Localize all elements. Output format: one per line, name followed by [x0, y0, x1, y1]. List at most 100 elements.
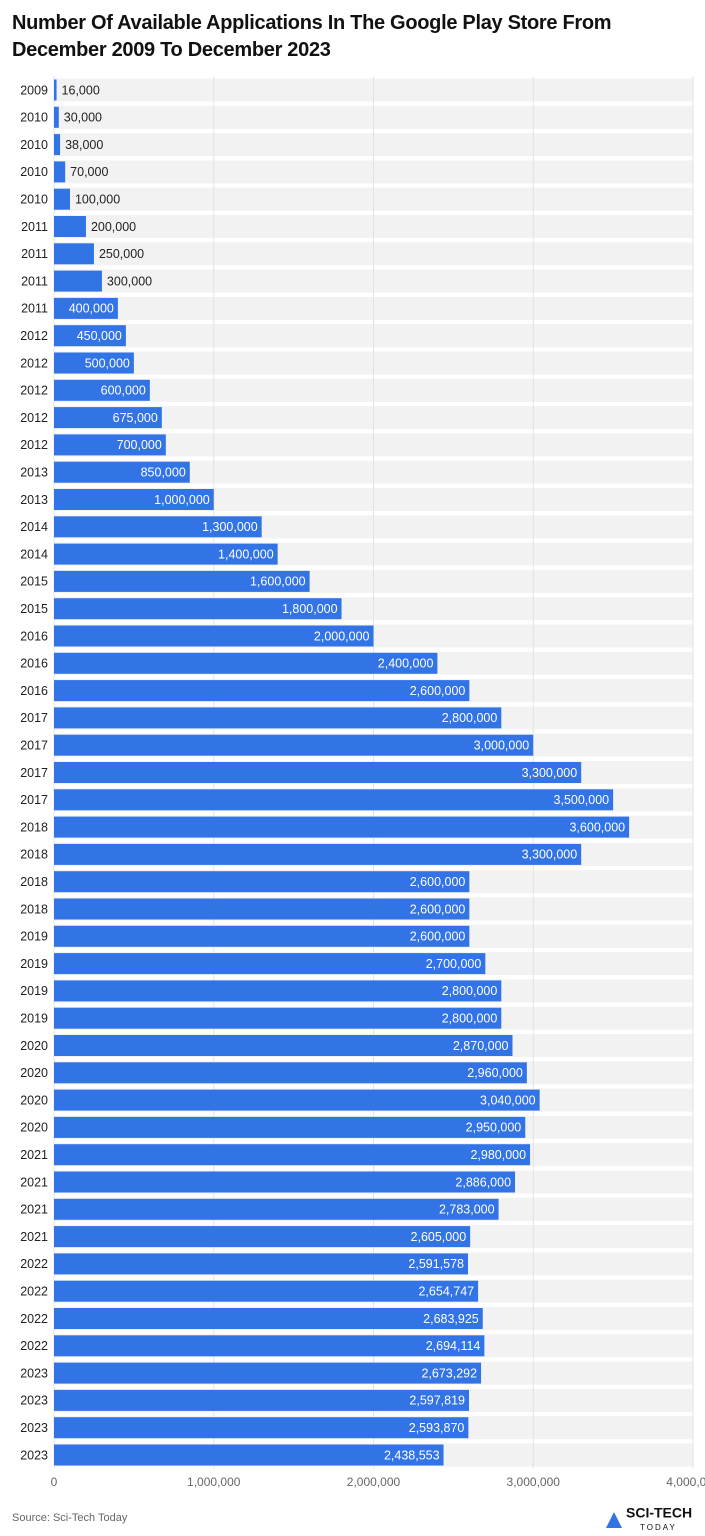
bar	[54, 843, 582, 865]
y-tick-label: 2012	[20, 356, 48, 370]
y-tick-label: 2017	[20, 711, 48, 725]
value-label: 200,000	[91, 220, 136, 234]
value-label: 2,591,578	[408, 1257, 464, 1271]
chart-title: Number Of Available Applications In The …	[12, 12, 612, 61]
bar	[54, 352, 134, 374]
value-label: 3,500,000	[554, 793, 610, 807]
value-label: 2,673,292	[421, 1366, 477, 1380]
value-label: 16,000	[62, 83, 100, 97]
y-tick-label: 2017	[20, 738, 48, 752]
value-label: 30,000	[64, 111, 102, 125]
value-label: 2,800,000	[442, 711, 498, 725]
y-tick-label: 2023	[20, 1448, 48, 1462]
bar	[54, 1389, 470, 1411]
value-label: 38,000	[65, 138, 103, 152]
bar	[54, 1062, 527, 1084]
value-label: 400,000	[69, 302, 114, 316]
x-tick-label: 4,000,000	[666, 1475, 705, 1489]
y-tick-label: 2023	[20, 1421, 48, 1435]
value-label: 2,800,000	[442, 1011, 498, 1025]
x-tick-label: 2,000,000	[347, 1475, 401, 1489]
value-label: 675,000	[113, 411, 158, 425]
y-tick-label: 2011	[21, 302, 48, 316]
value-label: 2,800,000	[442, 984, 498, 998]
brand: SCI-TECH	[626, 1505, 692, 1521]
bar	[54, 1116, 526, 1138]
bar	[54, 1035, 513, 1056]
y-tick-label: 2016	[20, 684, 48, 698]
value-label: 2,593,870	[409, 1421, 465, 1435]
value-label: 2,654,747	[418, 1284, 474, 1298]
y-tick-label: 2015	[20, 575, 48, 589]
y-tick-label: 2016	[20, 629, 48, 643]
y-tick-label: 2020	[20, 1039, 48, 1053]
source: Source: Sci-Tech Today	[12, 1512, 128, 1524]
value-label: 2,694,114	[426, 1339, 481, 1353]
value-label: 3,600,000	[569, 820, 625, 834]
y-tick-label: 2013	[20, 493, 48, 507]
bar	[54, 434, 166, 456]
bar	[54, 925, 470, 947]
bar	[54, 489, 214, 510]
y-tick-label: 2019	[20, 957, 48, 971]
bar	[54, 188, 70, 210]
bar	[54, 106, 59, 128]
bar	[54, 762, 582, 783]
y-tick-label: 2010	[20, 111, 48, 125]
y-tick-label: 2020	[20, 1066, 48, 1080]
bar	[54, 216, 86, 237]
value-label: 700,000	[117, 438, 162, 452]
y-tick-label: 2018	[20, 875, 48, 889]
value-label: 2,400,000	[378, 657, 434, 671]
y-tick-label: 2016	[20, 657, 48, 671]
bar	[54, 1089, 540, 1111]
y-tick-label: 2015	[20, 602, 48, 616]
bar	[54, 1226, 471, 1248]
bar	[54, 1362, 482, 1384]
bar	[54, 953, 486, 975]
bar	[54, 325, 126, 347]
bar	[54, 516, 262, 538]
bar	[54, 734, 534, 756]
bar	[54, 1308, 483, 1329]
bar	[54, 270, 102, 292]
y-tick-label: 2019	[20, 984, 48, 998]
bar	[54, 297, 118, 319]
bar	[54, 1171, 516, 1193]
logo-icon	[606, 1512, 622, 1528]
bar	[54, 980, 502, 1002]
bar	[54, 243, 94, 265]
value-label: 100,000	[75, 192, 120, 206]
y-tick-label: 2020	[20, 1093, 48, 1107]
value-label: 2,700,000	[426, 957, 482, 971]
y-tick-label: 2012	[20, 411, 48, 425]
value-label: 500,000	[85, 356, 130, 370]
bar	[54, 1144, 531, 1166]
value-label: 2,000,000	[314, 629, 370, 643]
value-label: 70,000	[70, 165, 108, 179]
y-tick-label: 2018	[20, 902, 48, 916]
y-tick-label: 2023	[20, 1394, 48, 1408]
bar	[54, 898, 470, 920]
y-tick-label: 2014	[20, 520, 48, 534]
y-tick-label: 2010	[20, 138, 48, 152]
bar	[54, 816, 630, 838]
value-label: 2,783,000	[439, 1203, 495, 1217]
bar	[54, 1335, 485, 1357]
y-tick-label: 2021	[20, 1203, 48, 1217]
y-tick-label: 2018	[20, 820, 48, 834]
bar	[54, 134, 61, 156]
bar	[54, 570, 310, 592]
value-label: 250,000	[99, 247, 144, 261]
y-tick-label: 2010	[20, 165, 48, 179]
y-tick-label: 2022	[20, 1257, 48, 1271]
value-label: 1,300,000	[202, 520, 258, 534]
x-tick-label: 1,000,000	[187, 1475, 241, 1489]
y-tick-label: 2018	[20, 848, 48, 862]
value-label: 1,000,000	[154, 493, 210, 507]
value-label: 2,438,553	[384, 1448, 440, 1462]
y-tick-label: 2021	[20, 1175, 48, 1189]
bar	[54, 1198, 499, 1220]
